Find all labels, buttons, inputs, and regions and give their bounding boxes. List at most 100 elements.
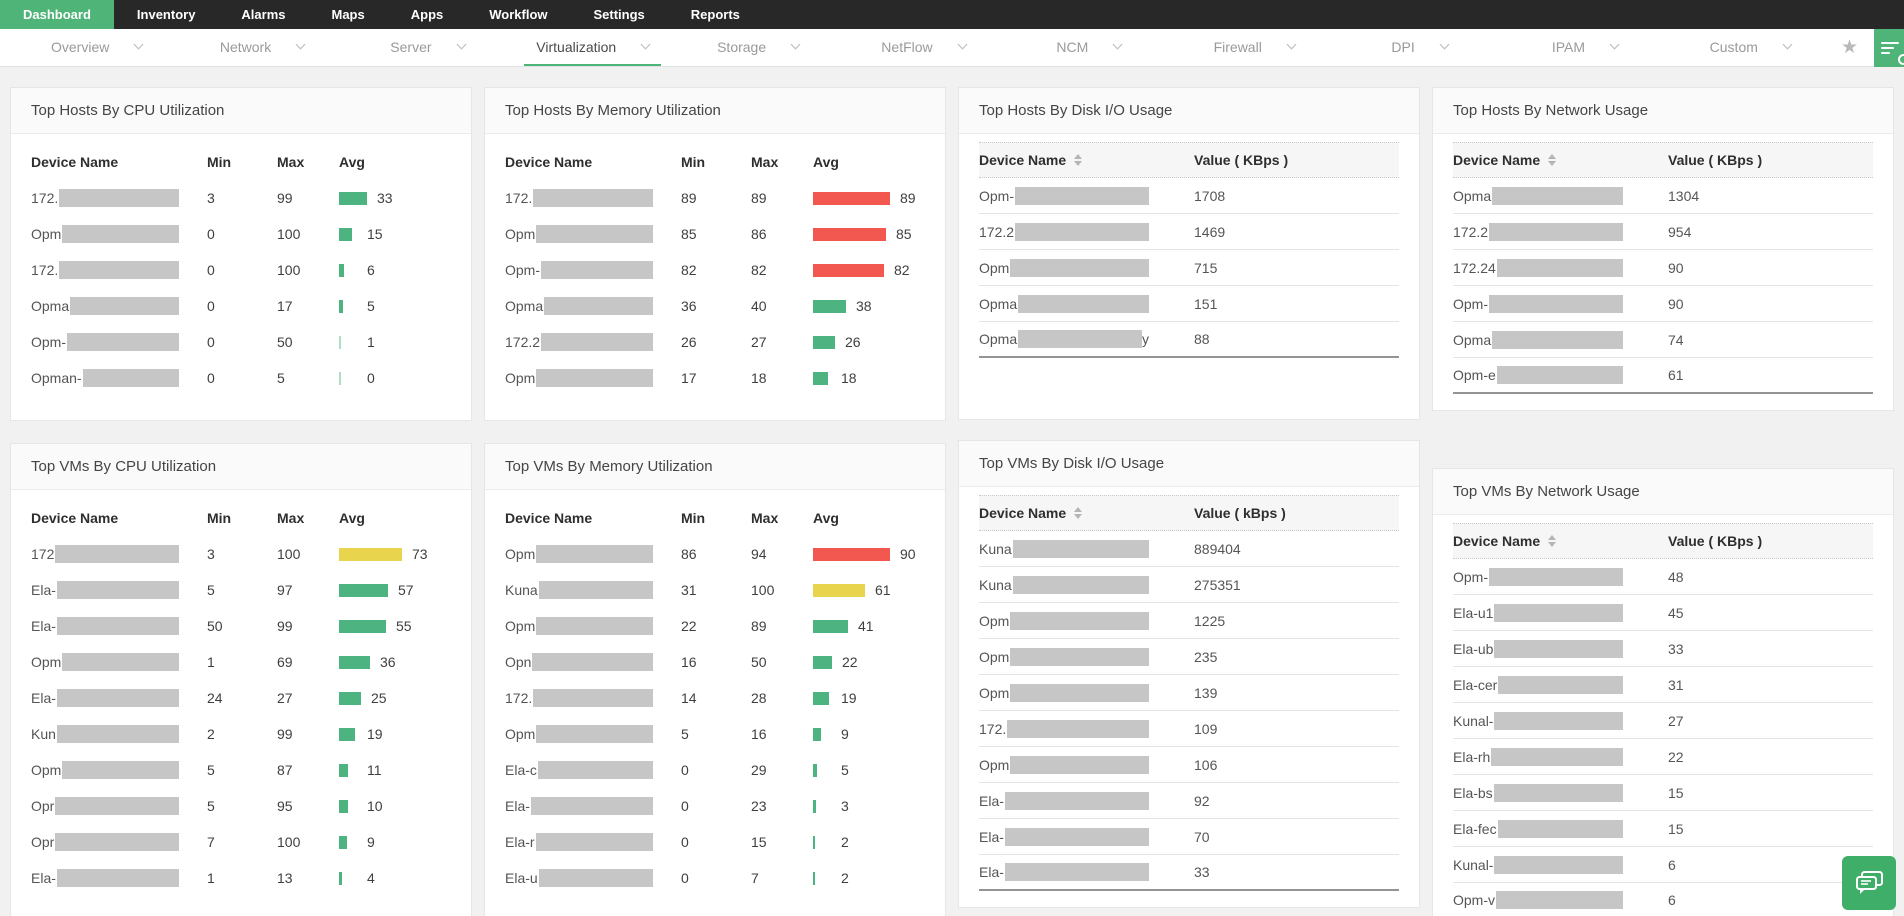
device-name[interactable]: Kun	[31, 725, 207, 743]
col-value[interactable]: Value ( KBps )	[1668, 152, 1763, 168]
device-name[interactable]: Opn	[505, 653, 681, 671]
device-name[interactable]: Opm-	[1453, 567, 1668, 586]
tab-ipam[interactable]: IPAM	[1540, 29, 1630, 66]
device-name[interactable]: 172.2	[1453, 222, 1668, 241]
device-name[interactable]: Kuna	[979, 575, 1194, 594]
device-name[interactable]: Ela-	[31, 581, 207, 599]
device-name[interactable]: Opm-	[979, 186, 1194, 205]
device-name[interactable]: 172.	[505, 689, 681, 707]
chevron-down-icon[interactable]	[456, 39, 466, 50]
device-name[interactable]: Opm	[31, 225, 207, 243]
device-name[interactable]: Opm	[505, 369, 681, 387]
tab-server[interactable]: Server	[378, 29, 476, 66]
tab-storage[interactable]: Storage	[705, 29, 811, 66]
device-name[interactable]: Ela-fec	[1453, 819, 1668, 838]
device-name[interactable]: Opma	[31, 297, 207, 315]
device-name[interactable]: Ela-bs	[1453, 783, 1668, 802]
favorite-star-icon[interactable]: ★	[1840, 37, 1858, 58]
nav-item-workflow[interactable]: Workflow	[489, 7, 548, 22]
chevron-down-icon[interactable]	[1112, 39, 1123, 50]
device-name[interactable]: Ela-	[31, 869, 207, 887]
device-name[interactable]: Opm	[505, 225, 681, 243]
device-name[interactable]: Opma	[505, 297, 681, 315]
device-name[interactable]: Kuna	[979, 539, 1194, 558]
device-name[interactable]: 172.	[31, 189, 207, 207]
device-name[interactable]: Opm	[979, 755, 1194, 774]
tab-netflow[interactable]: NetFlow	[869, 29, 977, 66]
device-name[interactable]: Ela-r	[505, 833, 681, 851]
device-name[interactable]: Opm	[979, 258, 1194, 277]
device-name[interactable]: Opm	[979, 683, 1194, 702]
device-name[interactable]: 172.24	[1453, 258, 1668, 277]
device-name[interactable]: Kunal-	[1453, 855, 1668, 874]
device-name[interactable]: Ela-	[979, 791, 1194, 810]
device-name[interactable]: Ela-	[979, 863, 1194, 881]
chevron-down-icon[interactable]	[295, 39, 306, 50]
col-value[interactable]: Value ( kBps )	[1194, 505, 1286, 521]
tab-ncm[interactable]: NCM	[1044, 29, 1133, 66]
chevron-down-icon[interactable]	[1782, 39, 1793, 50]
device-name[interactable]: Opm	[505, 545, 681, 563]
col-device-name-sortable[interactable]: Device Name	[1453, 533, 1668, 549]
device-name[interactable]: 172.2	[505, 333, 681, 351]
nav-item-apps[interactable]: Apps	[410, 7, 444, 22]
device-name[interactable]: Ela-u1	[1453, 603, 1668, 622]
device-name[interactable]: Opm-v	[1453, 891, 1668, 909]
nav-item-settings[interactable]: Settings	[593, 7, 645, 22]
device-name[interactable]: Kuna	[505, 581, 681, 599]
device-name[interactable]: Opm	[979, 611, 1194, 630]
device-name[interactable]: Opm-e	[1453, 366, 1668, 384]
device-name[interactable]: Opm-	[505, 261, 681, 279]
chevron-down-icon[interactable]	[1609, 39, 1620, 50]
device-name[interactable]: Opm	[31, 653, 207, 671]
device-name[interactable]: Kunal-	[1453, 711, 1668, 730]
col-device-name-sortable[interactable]: Device Name	[1453, 152, 1668, 168]
device-name[interactable]: Ela-u	[505, 869, 681, 887]
tab-custom[interactable]: Custom	[1698, 29, 1803, 66]
device-name[interactable]: Opm-	[1453, 294, 1668, 313]
device-name[interactable]: 172	[31, 545, 207, 563]
device-name[interactable]: Ela-	[31, 617, 207, 635]
device-name[interactable]: Ela-cer	[1453, 675, 1668, 694]
device-name[interactable]: Ela-	[31, 689, 207, 707]
device-name[interactable]: Opm	[979, 647, 1194, 666]
device-name[interactable]: Opma	[979, 294, 1194, 313]
tab-virtualization[interactable]: Virtualization	[524, 29, 662, 66]
device-name[interactable]: Opman-	[31, 369, 207, 387]
device-name[interactable]: Ela-c	[505, 761, 681, 779]
device-name[interactable]: Ela-	[505, 797, 681, 815]
col-value[interactable]: Value ( KBps )	[1194, 152, 1289, 168]
device-name[interactable]: Opm-	[31, 333, 207, 351]
nav-item-reports[interactable]: Reports	[690, 7, 740, 22]
tab-dpi[interactable]: DPI	[1379, 29, 1459, 66]
nav-item-maps[interactable]: Maps	[331, 7, 365, 22]
tab-network[interactable]: Network	[208, 29, 316, 66]
device-name[interactable]: 172.	[31, 261, 207, 279]
chevron-down-icon[interactable]	[133, 39, 144, 50]
dashboard-menu-button[interactable]	[1874, 28, 1904, 67]
col-device-name-sortable[interactable]: Device Name	[979, 505, 1194, 521]
chevron-down-icon[interactable]	[790, 39, 801, 50]
device-name[interactable]: Opma	[1453, 330, 1668, 349]
device-name[interactable]: 172.2	[979, 222, 1194, 241]
chevron-down-icon[interactable]	[1286, 39, 1297, 50]
tab-overview[interactable]: Overview	[39, 29, 154, 66]
chat-support-button[interactable]	[1842, 856, 1896, 910]
device-name[interactable]: Opm	[505, 617, 681, 635]
device-name[interactable]: Ela-rh	[1453, 747, 1668, 766]
device-name[interactable]: 172.	[979, 719, 1194, 738]
device-name[interactable]: Opr	[31, 797, 207, 815]
chevron-down-icon[interactable]	[640, 39, 651, 50]
device-name[interactable]: 172.	[505, 189, 681, 207]
device-name[interactable]: Ela-ub	[1453, 639, 1668, 658]
col-device-name-sortable[interactable]: Device Name	[979, 152, 1194, 168]
chevron-down-icon[interactable]	[957, 39, 968, 50]
col-value[interactable]: Value ( KBps )	[1668, 533, 1763, 549]
tab-firewall[interactable]: Firewall	[1202, 29, 1307, 66]
nav-item-alarms[interactable]: Alarms	[241, 7, 286, 22]
nav-item-inventory[interactable]: Inventory	[136, 7, 196, 22]
device-name[interactable]: Opma y	[979, 330, 1149, 348]
device-name[interactable]: Ela-	[979, 827, 1194, 846]
nav-item-dashboard[interactable]: Dashboard	[0, 0, 114, 29]
device-name[interactable]: Opr	[31, 833, 207, 851]
